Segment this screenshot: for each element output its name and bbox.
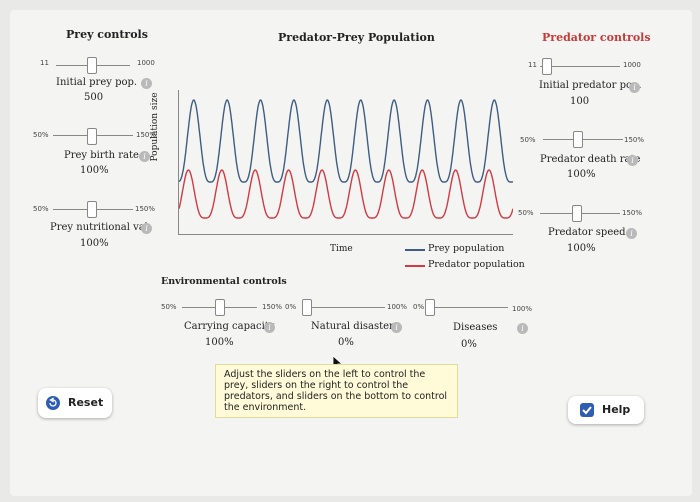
- predator-speed-label: Predator speed: [548, 227, 626, 238]
- prey-nutrition-min: 50%: [33, 205, 49, 213]
- prey-birth-slider-thumb[interactable]: [87, 128, 97, 145]
- help-checkbox-icon: [580, 403, 594, 417]
- predator-speed-value: 100%: [567, 243, 596, 254]
- legend-predator-label: Predator population: [428, 259, 525, 270]
- carrying-label: Carrying capacity: [184, 321, 275, 332]
- diseases-min: 0%: [413, 303, 425, 311]
- disasters-slider-thumb[interactable]: [302, 299, 312, 316]
- predator-death-value: 100%: [567, 169, 596, 180]
- population-chart: [179, 99, 513, 219]
- carrying-value: 100%: [205, 337, 234, 348]
- predator-speed-info-icon[interactable]: i: [626, 228, 637, 239]
- instructions-tooltip: Adjust the sliders on the left to contro…: [215, 364, 458, 418]
- predator-death-min: 50%: [520, 136, 536, 144]
- diseases-track[interactable]: [428, 307, 508, 308]
- predator-death-max: 150%: [624, 136, 645, 144]
- predator-initial-slider-thumb[interactable]: [542, 58, 552, 75]
- legend-prey-swatch: [405, 249, 425, 251]
- chart-y-axis-label: Population size: [150, 92, 160, 162]
- predator-death-info-icon[interactable]: i: [627, 155, 638, 166]
- prey-nutrition-slider-thumb[interactable]: [87, 201, 97, 218]
- carrying-min: 50%: [161, 303, 177, 311]
- predator-population-line: [179, 169, 513, 219]
- predator-speed-min: 50%: [518, 209, 534, 217]
- help-button[interactable]: Help: [568, 396, 644, 424]
- prey-nutrition-label: Prey nutritional val.: [50, 222, 152, 233]
- predator-death-track[interactable]: [543, 139, 623, 140]
- carrying-max: 150%: [262, 303, 283, 311]
- carrying-info-icon[interactable]: i: [264, 322, 275, 333]
- disasters-min: 0%: [285, 303, 297, 311]
- prey-nutrition-info-icon[interactable]: i: [141, 223, 152, 234]
- predator-initial-track[interactable]: [540, 66, 620, 67]
- chart-plot-area: [178, 90, 513, 235]
- predator-initial-info-icon[interactable]: i: [629, 82, 640, 93]
- prey-birth-min: 50%: [33, 131, 49, 139]
- diseases-max: 100%: [512, 305, 533, 313]
- reset-icon: [46, 396, 60, 410]
- reset-button[interactable]: Reset: [38, 388, 112, 418]
- predator-death-slider-thumb[interactable]: [573, 131, 583, 148]
- predator-controls-title: Predator controls: [542, 31, 651, 44]
- legend-prey-label: Prey population: [428, 243, 505, 254]
- diseases-slider-thumb[interactable]: [425, 299, 435, 316]
- legend-predator-swatch: [405, 265, 425, 267]
- prey-initial-max: 1000: [137, 59, 155, 67]
- diseases-info-icon[interactable]: i: [517, 323, 528, 334]
- predator-initial-min: 11: [528, 61, 537, 69]
- predator-speed-slider-thumb[interactable]: [572, 205, 582, 222]
- chart-x-axis-label: Time: [330, 244, 353, 254]
- prey-initial-info-icon[interactable]: i: [141, 78, 152, 89]
- environment-controls-title: Environmental controls: [161, 276, 287, 287]
- predator-initial-max: 1000: [623, 61, 641, 69]
- prey-initial-min: 11: [40, 59, 49, 67]
- carrying-slider-thumb[interactable]: [215, 299, 225, 316]
- prey-initial-value: 500: [84, 92, 104, 103]
- predator-speed-max: 150%: [622, 209, 643, 217]
- prey-initial-label: Initial prey pop.: [56, 77, 138, 88]
- prey-birth-value: 100%: [80, 165, 109, 176]
- reset-label: Reset: [68, 396, 104, 409]
- predator-death-label: Predator death rate: [540, 154, 641, 165]
- prey-birth-label: Prey birth rate: [64, 150, 139, 161]
- prey-nutrition-value: 100%: [80, 238, 109, 249]
- predator-initial-label: Initial predator pop.: [539, 80, 642, 91]
- disasters-track[interactable]: [305, 307, 385, 308]
- disasters-label: Natural disasters: [311, 321, 399, 332]
- help-label: Help: [602, 403, 631, 416]
- disasters-info-icon[interactable]: i: [391, 322, 402, 333]
- disasters-value: 0%: [338, 337, 354, 348]
- prey-nutrition-max: 150%: [135, 205, 156, 213]
- disasters-max: 100%: [387, 303, 408, 311]
- prey-birth-info-icon[interactable]: i: [139, 151, 150, 162]
- prey-controls-title: Prey controls: [66, 28, 148, 41]
- prey-initial-slider-thumb[interactable]: [87, 57, 97, 74]
- diseases-label: Diseases: [453, 322, 498, 333]
- diseases-value: 0%: [461, 339, 477, 350]
- chart-title: Predator-Prey Population: [278, 31, 435, 44]
- predator-initial-value: 100: [570, 96, 590, 107]
- prey-birth-max: 150%: [136, 131, 157, 139]
- prey-population-line: [179, 99, 513, 183]
